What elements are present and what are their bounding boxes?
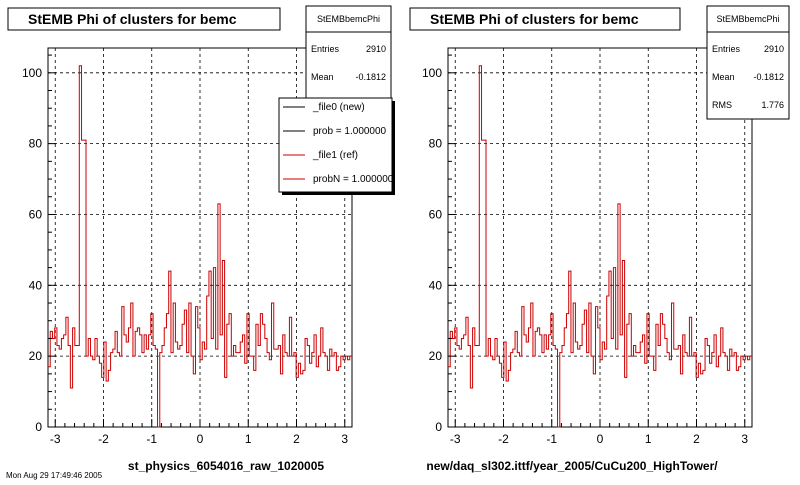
stats-value: 2910 xyxy=(764,44,784,54)
y-tick-label: 40 xyxy=(429,278,443,292)
y-tick-label: 0 xyxy=(35,420,42,434)
x-tick-label: 0 xyxy=(597,432,604,446)
x-tick-label: -2 xyxy=(498,432,509,446)
footer-timestamp: Mon Aug 29 17:49:46 2005 xyxy=(6,471,103,480)
x-tick-label: 1 xyxy=(645,432,652,446)
stats-name: StEMBbemcPhi xyxy=(317,14,380,24)
x-tick-label: -3 xyxy=(50,432,61,446)
stats-value: -0.1812 xyxy=(355,72,386,82)
stats-value: 1.776 xyxy=(761,100,784,110)
y-tick-label: 100 xyxy=(22,66,42,80)
stats-label: RMS xyxy=(712,100,732,110)
stats-label: Mean xyxy=(311,72,334,82)
title-box xyxy=(409,7,681,31)
legend-entry: probN = 1.000000 xyxy=(313,174,394,185)
chart-panel-1: StEMB Phi of clusters for bemc -3 -2 -1 0 1 2 3… xyxy=(7,5,392,473)
legend: _file0 (new) prob = 1.000000 _file1 (ref) p… xyxy=(278,97,395,195)
stats-value: 2910 xyxy=(366,44,386,54)
legend-entry: _file1 (ref) xyxy=(312,150,358,161)
legend-entry: prob = 1.000000 xyxy=(313,126,387,137)
y-tick-label: 60 xyxy=(29,207,43,221)
x-tick-label: -3 xyxy=(450,432,461,446)
legend-entry: _file0 (new) xyxy=(312,102,365,113)
x-tick-label: -1 xyxy=(546,432,557,446)
plot-frame xyxy=(447,47,753,428)
histogram-series xyxy=(448,65,752,428)
x-tick-label: 2 xyxy=(293,432,300,446)
x-tick-label: 3 xyxy=(341,432,348,446)
x-tick-label: 0 xyxy=(197,432,204,446)
stats-label: Entries xyxy=(712,44,741,54)
y-tick-label: 0 xyxy=(435,420,442,434)
stats-box: StEMBbemcPhi Entries 2910 Mean -0.1812 RMS 1.7… xyxy=(706,5,790,120)
chart-panel-2: StEMB Phi of clusters for bemc -3 -2 -1 0 1 2 3… xyxy=(409,5,790,473)
x-tick-label: -1 xyxy=(146,432,157,446)
x-tick-label: -2 xyxy=(98,432,109,446)
x-tick-label: 3 xyxy=(741,432,748,446)
stats-name: StEMBbemcPhi xyxy=(716,14,779,24)
y-tick-label: 60 xyxy=(429,207,443,221)
stats-value: -0.1812 xyxy=(753,72,784,82)
x-axis-label: st_physics_6054016_raw_1020005 xyxy=(128,459,324,473)
x-tick-label: 1 xyxy=(245,432,252,446)
x-axis-label: new/daq_sl302.ittf/year_2005/CuCu200_Hig… xyxy=(426,459,718,473)
stats-label: Entries xyxy=(311,44,340,54)
y-tick-label: 100 xyxy=(422,66,442,80)
y-tick-label: 20 xyxy=(429,349,443,363)
stats-label: Mean xyxy=(712,72,735,82)
title-box xyxy=(7,7,281,31)
y-tick-label: 80 xyxy=(429,137,443,151)
chart-title: StEMB Phi of clusters for bemc xyxy=(28,11,237,27)
y-tick-label: 20 xyxy=(29,349,43,363)
histogram-series xyxy=(48,65,352,428)
y-tick-label: 40 xyxy=(29,278,43,292)
chart-title: StEMB Phi of clusters for bemc xyxy=(430,11,639,27)
x-tick-label: 2 xyxy=(693,432,700,446)
legend-frame xyxy=(278,97,393,193)
stats-box-frame xyxy=(706,5,790,120)
y-tick-label: 80 xyxy=(29,137,43,151)
